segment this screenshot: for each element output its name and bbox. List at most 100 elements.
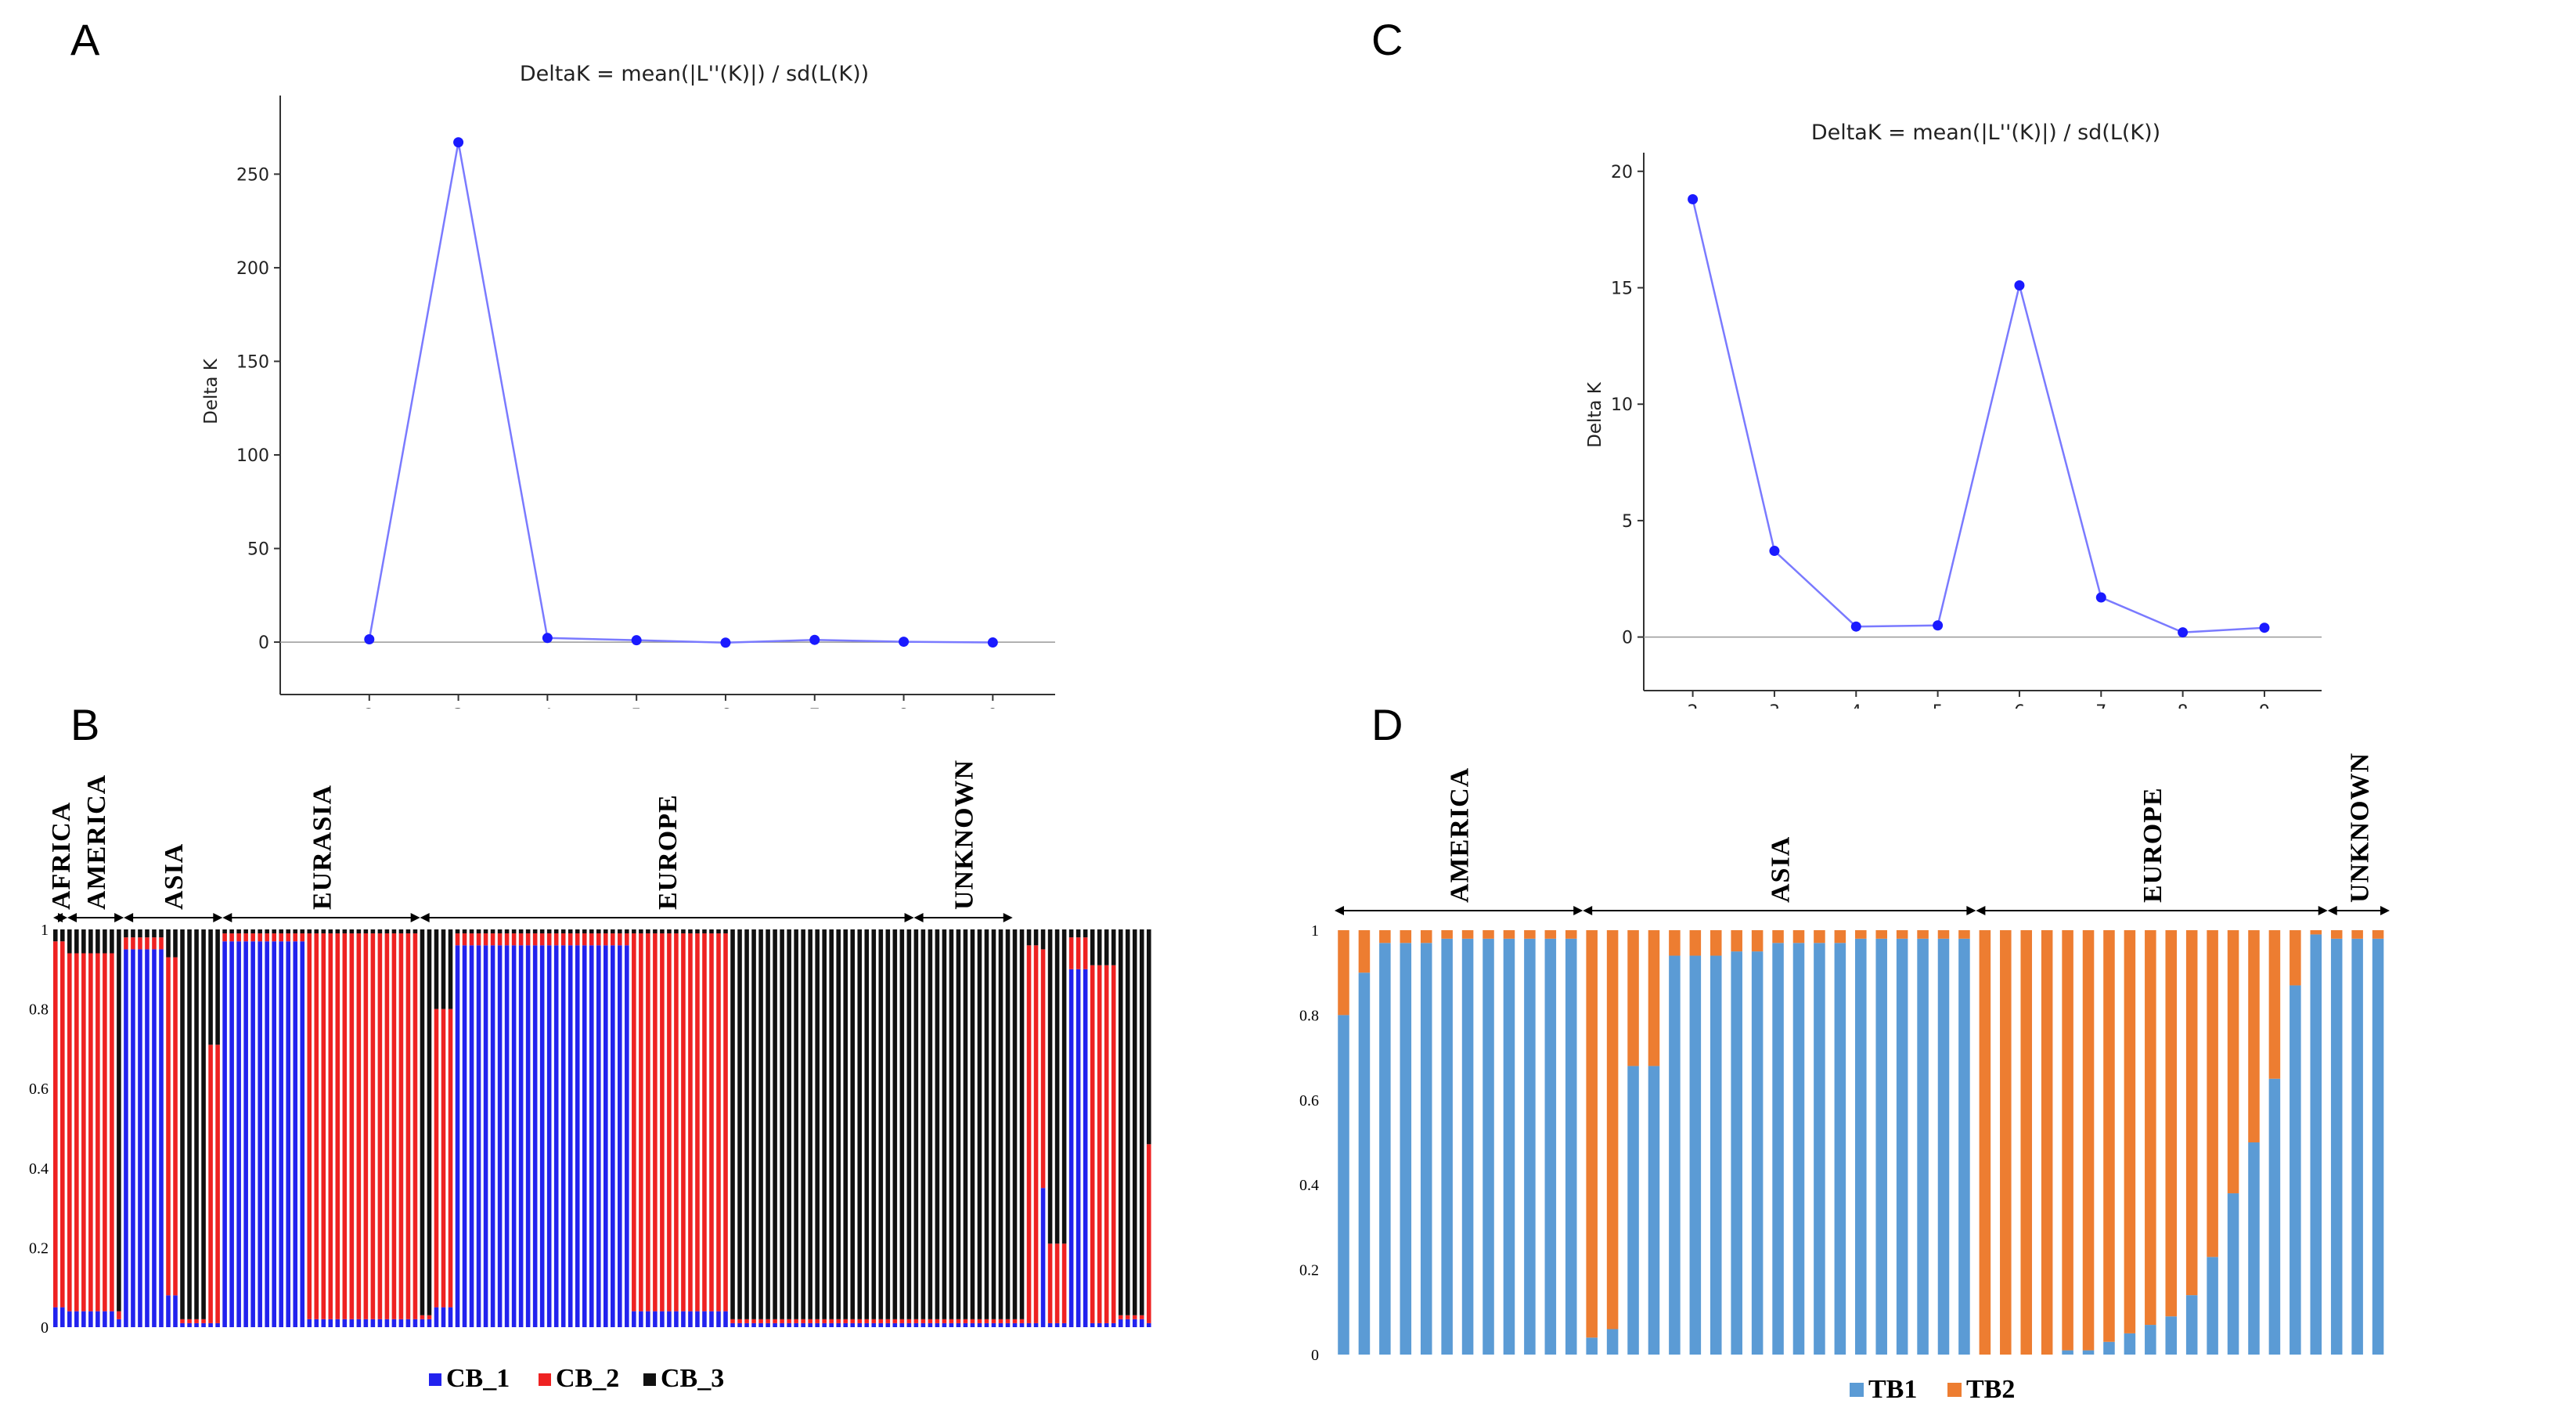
bar-tb1 <box>1483 938 1494 1355</box>
chart-title: DeltaK = mean(|L''(K)|) / sd(L(K)) <box>520 62 869 86</box>
bar-cb1 <box>67 1311 72 1327</box>
bar-cb3 <box>532 929 538 934</box>
y-tick-label: 0 <box>1622 629 1633 648</box>
bar-cb1 <box>490 945 495 1327</box>
bar-cb3 <box>53 929 58 942</box>
sample-bar <box>885 929 891 1327</box>
bar-tb1 <box>2145 1325 2156 1355</box>
bar-cb1 <box>674 1311 679 1327</box>
bar-cb1 <box>963 1322 968 1327</box>
sample-bar <box>1019 929 1025 1327</box>
bar-cb2 <box>1019 1319 1025 1323</box>
bar-cb1 <box>1097 1322 1102 1327</box>
bar-cb2 <box>730 1319 735 1323</box>
bar-cb1 <box>794 1322 798 1327</box>
bar-cb2 <box>815 1319 820 1323</box>
bar-cb3 <box>539 929 545 934</box>
bar-cb1 <box>1083 969 1088 1327</box>
bar-cb2 <box>970 1319 975 1323</box>
bar-cb3 <box>984 929 989 1319</box>
bar-cb2 <box>81 953 86 1312</box>
bar-cb1 <box>81 1311 86 1327</box>
y-tick-label: 0.6 <box>1299 1092 1319 1110</box>
bar-cb2 <box>716 933 721 1312</box>
panel-label-d: D <box>1371 700 1403 749</box>
bar-cb2 <box>215 1045 220 1323</box>
data-point <box>987 637 998 648</box>
bar-cb2 <box>455 933 460 946</box>
bar-cb3 <box>688 929 693 934</box>
sample-bar <box>1379 930 1391 1355</box>
bar-cb3 <box>441 929 446 1009</box>
bar-tb2 <box>2330 930 2343 939</box>
sample-bar <box>660 929 665 1327</box>
bar-cb2 <box>328 933 333 1319</box>
bar-cb3 <box>110 929 114 954</box>
arrow-head-right <box>2318 906 2328 915</box>
bar-cb2 <box>582 933 587 946</box>
bar-cb3 <box>145 929 150 938</box>
bar-tb1 <box>1834 943 1846 1355</box>
bar-cb2 <box>469 933 474 946</box>
bar-cb2 <box>1026 945 1032 1323</box>
bar-cb2 <box>949 1319 954 1323</box>
bar-cb2 <box>695 933 700 1312</box>
sample-bar <box>935 929 940 1327</box>
bar-cb2 <box>653 933 658 1312</box>
sample-bar <box>829 929 834 1327</box>
y-tick-label: 15 <box>1611 279 1633 298</box>
bar-cb3 <box>222 929 227 934</box>
bar-cb2 <box>448 1008 453 1308</box>
sample-bar <box>117 929 121 1327</box>
sample-bar <box>483 929 488 1327</box>
sample-bar <box>398 929 404 1327</box>
bar-cb3 <box>1139 929 1144 1315</box>
legend-swatch-tb2 <box>1947 1383 1962 1397</box>
bar-cb3 <box>560 929 566 934</box>
bar-tb2 <box>1792 930 1805 944</box>
bar-cb1 <box>758 1322 763 1327</box>
bar-cb1 <box>518 945 524 1327</box>
sample-bar <box>2290 930 2301 1355</box>
sample-bar <box>899 929 905 1327</box>
bar-cb2 <box>829 1319 834 1323</box>
bar-cb2 <box>956 1319 961 1323</box>
bar-cb2 <box>187 1319 192 1323</box>
bar-cb2 <box>307 933 312 1319</box>
bar-tb1 <box>2268 1078 2281 1355</box>
bar-cb1 <box>1132 1319 1137 1327</box>
bar-cb3 <box>1054 929 1060 1244</box>
bar-cb3 <box>208 929 213 1045</box>
bar-cb1 <box>187 1322 192 1327</box>
sample-bar <box>603 929 608 1327</box>
bar-cb2 <box>405 933 411 1319</box>
region-label: EUROPE <box>654 794 683 910</box>
panel-label-a: A <box>70 15 100 64</box>
sample-bar <box>208 929 213 1327</box>
bar-cb2 <box>1068 937 1074 969</box>
x-tick-label: 4 <box>542 706 553 709</box>
bar-cb1 <box>815 1322 820 1327</box>
bar-cb2 <box>1047 1243 1053 1323</box>
bar-cb1 <box>857 1322 863 1327</box>
bar-cb3 <box>370 929 376 934</box>
bar-cb2 <box>1033 945 1039 1323</box>
sample-bar <box>1075 929 1081 1327</box>
bar-cb1 <box>117 1319 121 1327</box>
y-tick-label: 1 <box>1311 922 1319 940</box>
bar-cb2 <box>702 933 707 1312</box>
bar-cb1 <box>532 945 538 1327</box>
bar-cb3 <box>1012 929 1018 1319</box>
sample-bar <box>539 929 545 1327</box>
bar-tb1 <box>1937 938 1950 1355</box>
bar-cb2 <box>441 1008 446 1308</box>
bar-cb2 <box>899 1319 905 1323</box>
bar-cb3 <box>166 929 171 958</box>
arrow-head-left <box>2327 906 2337 915</box>
bar-cb1 <box>921 1322 926 1327</box>
bar-cb1 <box>1005 1322 1011 1327</box>
bar-cb1 <box>589 945 594 1327</box>
bar-cb2 <box>67 953 72 1312</box>
sample-bar <box>1118 929 1123 1327</box>
legend-label: CB_3 <box>661 1364 724 1393</box>
